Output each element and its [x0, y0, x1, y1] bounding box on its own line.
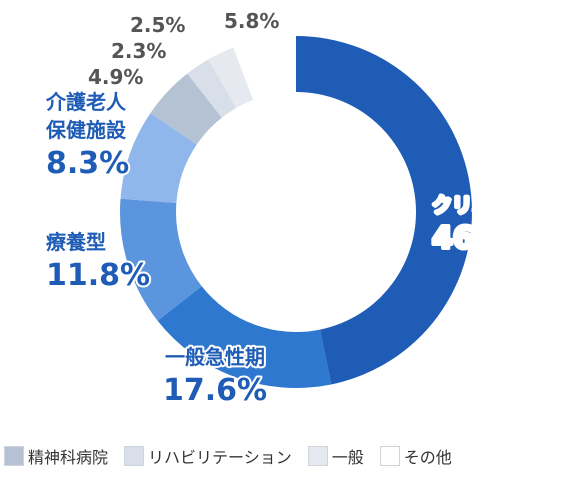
category-label-rokenshisetsu: 介護老人 [45, 90, 127, 114]
donut-slices [120, 36, 472, 388]
legend-swatch [307, 446, 328, 466]
value-label-sonota: 5.8% [224, 9, 279, 33]
legend: 精神科病院 リハビリテーション 一般 その他 [0, 440, 574, 472]
legend-label: リハビリテーション [148, 448, 292, 467]
slice-seishinka [150, 73, 222, 145]
value-label-ippan: 2.5% [130, 13, 185, 37]
legend-label: 一般 [331, 448, 364, 467]
legend-item-sonota: その他 [379, 444, 452, 468]
category-label-ryoyo: 療養型 [46, 230, 106, 254]
category-label-clinic: クリニック [432, 193, 532, 217]
legend-swatch [124, 446, 145, 466]
slice-rokenshisetsu [120, 113, 197, 203]
slice-rehabilitation [187, 59, 237, 118]
value-label-rokenshisetsu: 8.3% [46, 146, 129, 181]
legend-item-ippan: 一般 [307, 444, 364, 468]
legend-label: その他 [403, 448, 452, 467]
legend-label: 精神科病院 [28, 448, 109, 467]
value-label-acute: 17.6% [163, 373, 267, 408]
category-label-acute: 一般急性期 [165, 345, 265, 369]
value-label-seishinka: 4.9% [88, 65, 143, 89]
value-label-clinic: 46.8% [432, 221, 536, 256]
legend-item-seishinka: 精神科病院 [4, 444, 108, 468]
slice-ryoyo [120, 198, 202, 321]
legend-swatch [379, 446, 400, 466]
value-label-rehabilitation: 2.3% [111, 39, 166, 63]
category-label-rokenshisetsu: 保健施設 [45, 118, 127, 142]
legend-swatch [4, 446, 24, 466]
slice-sonota [233, 36, 296, 100]
value-label-ryoyo: 11.8% [46, 258, 150, 293]
slice-ippan [208, 47, 254, 108]
slice-clinic [296, 36, 472, 385]
legend-item-rehabilitation: リハビリテーション [124, 444, 292, 468]
slice-acute [157, 286, 332, 388]
